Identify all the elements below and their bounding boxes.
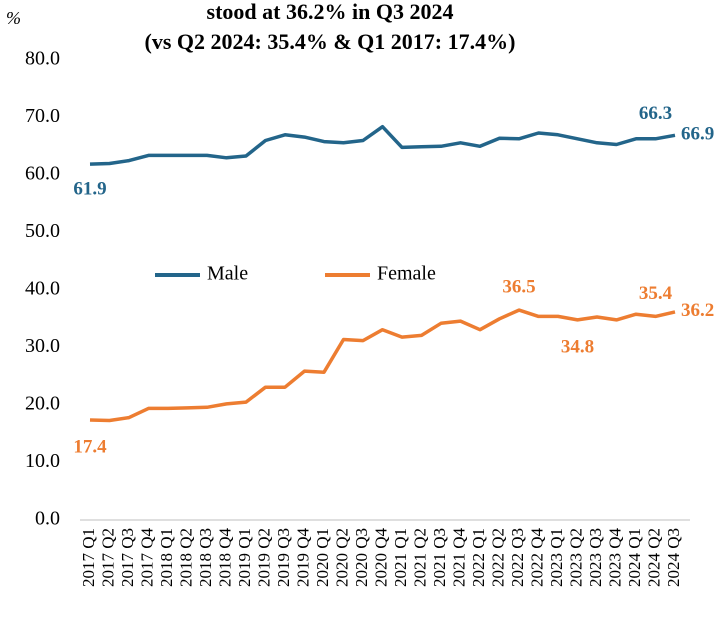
- y-axis-label: %: [6, 8, 21, 28]
- x-tick-label: 2021 Q4: [449, 528, 468, 588]
- chart-subtitle: (vs Q2 2024: 35.4% & Q1 2017: 17.4%): [145, 29, 516, 54]
- line-series: [89, 124, 676, 166]
- x-tick-label: 2024 Q2: [644, 528, 663, 587]
- x-tick-label: 2023 Q4: [605, 528, 624, 588]
- y-tick-label: 80.0: [25, 48, 60, 70]
- x-tick-label: 2020 Q2: [332, 528, 351, 587]
- x-tick-label: 2020 Q4: [371, 528, 390, 588]
- x-tick-label: 2017 Q1: [79, 528, 98, 587]
- x-tick-label: 2017 Q4: [137, 528, 156, 588]
- data-label: 61.9: [73, 178, 106, 199]
- x-tick-label: 2022 Q3: [508, 528, 527, 587]
- data-label: 36.2: [681, 300, 714, 321]
- legend-label: Female: [377, 263, 436, 285]
- x-tick-label: 2019 Q1: [235, 528, 254, 587]
- x-tick-label: 2017 Q2: [98, 528, 117, 587]
- y-tick-label: 40.0: [25, 278, 60, 300]
- data-label: 66.3: [639, 103, 672, 124]
- x-tick-label: 2024 Q3: [664, 528, 683, 587]
- data-label: 36.5: [502, 276, 535, 297]
- data-label: 35.4: [639, 283, 673, 304]
- data-label: 66.9: [681, 124, 714, 145]
- x-tick-label: 2018 Q1: [157, 528, 176, 587]
- y-tick-label: 30.0: [25, 335, 60, 357]
- x-tick-label: 2019 Q4: [293, 528, 312, 588]
- x-tick-label: 2021 Q3: [430, 528, 449, 587]
- x-tick-label: 2019 Q2: [254, 528, 273, 587]
- y-tick-label: 60.0: [25, 163, 60, 185]
- x-tick-label: 2022 Q2: [488, 528, 507, 587]
- x-tick-label: 2018 Q4: [215, 528, 234, 588]
- x-tick-label: 2021 Q1: [391, 528, 410, 587]
- x-tick-label: 2023 Q1: [547, 528, 566, 587]
- x-tick-label: 2024 Q1: [625, 528, 644, 587]
- x-tick-label: 2018 Q2: [176, 528, 195, 587]
- data-label: 34.8: [561, 336, 594, 357]
- line-series: [89, 308, 676, 423]
- x-tick-label: 2018 Q3: [196, 528, 215, 587]
- x-tick-label: 2019 Q3: [274, 528, 293, 587]
- chart-title: stood at 36.2% in Q3 2024: [207, 0, 454, 24]
- y-tick-label: 70.0: [25, 105, 60, 127]
- x-tick-label: 2023 Q3: [586, 528, 605, 587]
- y-tick-label: 20.0: [25, 393, 60, 415]
- x-tick-label: 2017 Q3: [118, 528, 137, 587]
- y-tick-label: 10.0: [25, 450, 60, 472]
- y-tick-label: 50.0: [25, 220, 60, 242]
- data-label: 17.4: [73, 436, 107, 457]
- x-tick-label: 2022 Q4: [527, 528, 546, 588]
- x-tick-label: 2022 Q1: [469, 528, 488, 587]
- x-tick-label: 2021 Q2: [410, 528, 429, 587]
- y-tick-label: 0.0: [35, 508, 60, 530]
- legend-label: Male: [207, 263, 248, 285]
- x-tick-label: 2020 Q3: [352, 528, 371, 587]
- x-tick-label: 2020 Q1: [313, 528, 332, 587]
- x-tick-label: 2023 Q2: [566, 528, 585, 587]
